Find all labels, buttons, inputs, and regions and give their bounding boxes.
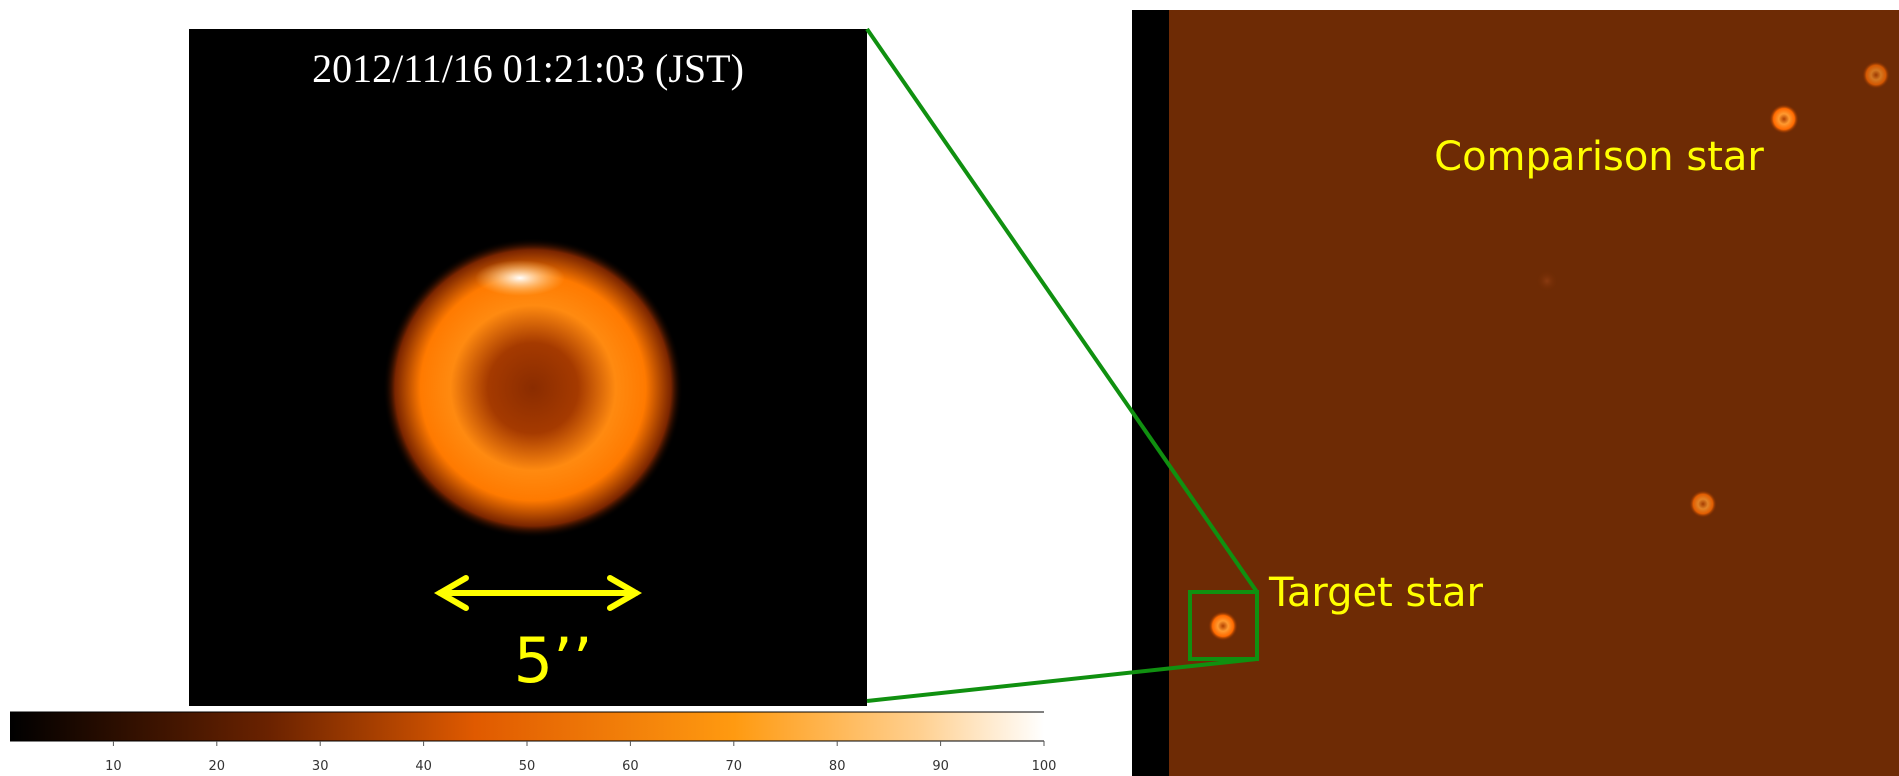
zoom-panel: 2012/11/16 01:21:03 (JST) 5’’ <box>189 29 867 706</box>
target-star <box>1208 611 1238 641</box>
colorbar-tick-label: 90 <box>932 759 949 774</box>
colorbar-tick-label: 40 <box>415 759 432 774</box>
field-edge <box>1132 10 1169 776</box>
colorbar-tick-label: 50 <box>519 759 536 774</box>
figure: 2012/11/16 01:21:03 (JST) 5’’ 10 20 30 40 50… <box>0 0 1899 776</box>
timestamp: 2012/11/16 01:21:03 (JST) <box>312 46 744 91</box>
scale-label: 5’’ <box>514 624 593 697</box>
star <box>1862 61 1890 89</box>
target-label: Target star <box>1268 570 1484 616</box>
star <box>1535 269 1559 293</box>
comparison-label: Comparison star <box>1434 134 1764 180</box>
star <box>1769 104 1799 134</box>
colorbar-tick-label: 60 <box>622 759 639 774</box>
colorbar-tick-label: 10 <box>105 759 122 774</box>
colorbar-tick-label: 80 <box>829 759 846 774</box>
colorbar-tick-label: 70 <box>726 759 743 774</box>
colorbar-tick-label: 100 <box>1032 759 1057 774</box>
colorbar-tick-label: 20 <box>209 759 226 774</box>
colorbar-tick-label: 30 <box>312 759 329 774</box>
colorbar: 10 20 30 40 50 60 70 80 90 100 <box>10 712 1056 774</box>
star <box>1689 490 1717 518</box>
ring-highlight <box>475 260 565 296</box>
colorbar-gradient <box>10 712 1044 741</box>
